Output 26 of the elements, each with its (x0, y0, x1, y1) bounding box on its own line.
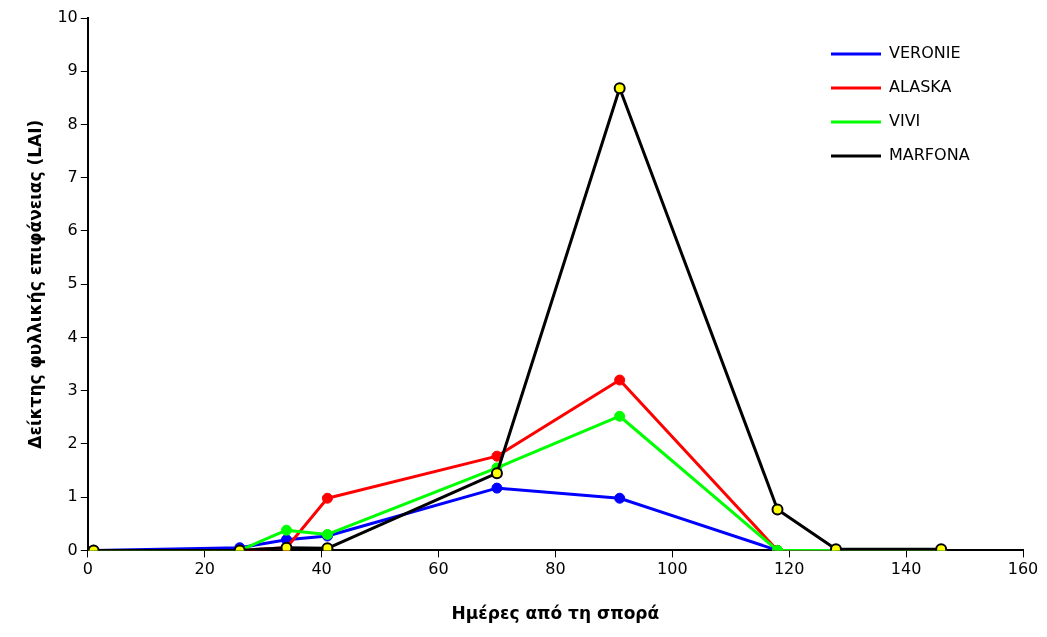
legend-label: MARFONA (889, 145, 970, 165)
y-tick-label: 4 (67, 326, 78, 346)
y-tick-label: 8 (67, 113, 78, 133)
legend-label: VERONIE (889, 43, 961, 63)
x-tick-label: 0 (82, 559, 93, 579)
y-tick-label: 3 (67, 379, 78, 399)
x-tick-label: 120 (773, 559, 805, 579)
y-tick-label: 6 (67, 220, 78, 240)
x-axis-title: Ημέρες από τη σπορά (451, 603, 660, 624)
y-tick-label: 7 (67, 166, 78, 186)
x-tick-label: 100 (657, 559, 688, 579)
y-tick-label: 1 (67, 486, 78, 506)
legend-label: ALASKA (889, 77, 952, 97)
x-tick-label: 40 (311, 559, 332, 579)
y-tick-label: 0 (67, 539, 78, 559)
legend-label: VIVI (889, 111, 921, 131)
x-tick-label: 60 (428, 559, 449, 579)
y-tick-label: 9 (67, 60, 78, 80)
x-tick-label: 160 (1007, 559, 1039, 579)
y-tick-label: 2 (67, 433, 78, 453)
x-tick-label: 140 (890, 559, 922, 579)
y-tick-label: 10 (57, 7, 78, 27)
y-axis-title: Δείκτης φυλλικής επιφάνειας (LAI) (24, 119, 45, 449)
x-tick-label: 20 (194, 559, 215, 579)
x-tick-label: 80 (545, 559, 566, 579)
y-tick-label: 5 (67, 273, 78, 293)
